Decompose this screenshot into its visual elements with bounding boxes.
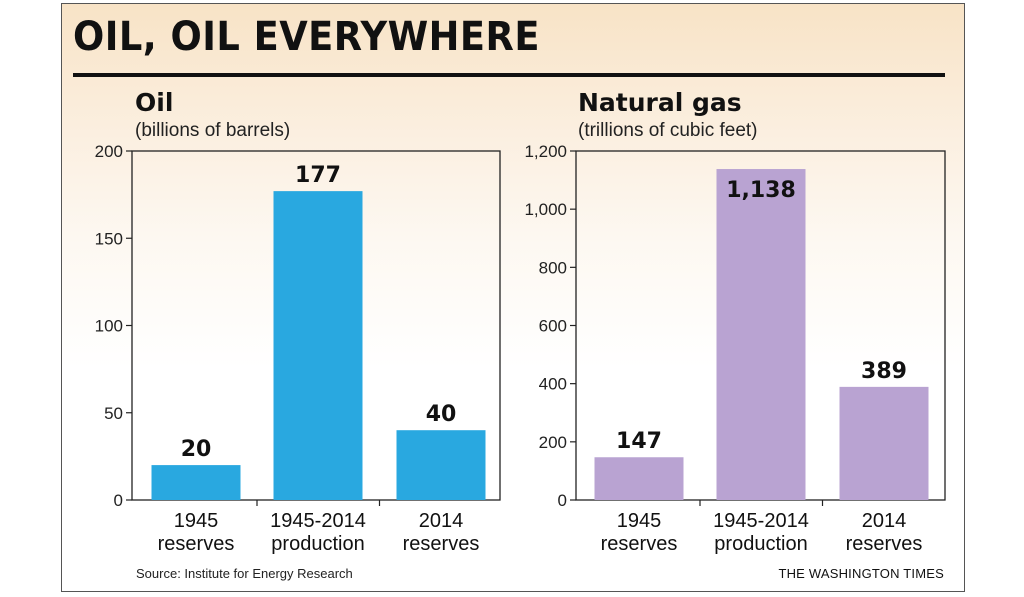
gas-chart: 02004006008001,0001,2001471945reserves1,… — [524, 142, 946, 555]
source-note: Source: Institute for Energy Research — [136, 566, 353, 581]
oil-category-label: 1945 — [174, 510, 219, 532]
gas-bar — [839, 386, 929, 500]
gas-category-label: production — [714, 533, 807, 555]
oil-y-tick-label: 100 — [95, 317, 123, 336]
gas-category-label: 1945 — [617, 510, 662, 532]
gas-y-tick-label: 1,000 — [524, 200, 567, 219]
oil-category-label: reserves — [403, 533, 480, 555]
oil-bar — [151, 465, 241, 500]
oil-y-tick-label: 0 — [114, 491, 123, 510]
publisher-credit: THE WASHINGTON TIMES — [778, 566, 944, 581]
gas-category-label: 1945-2014 — [713, 510, 809, 532]
gas-category-label: reserves — [601, 533, 678, 555]
oil-panel-subtitle: (billions of barrels) — [135, 120, 291, 141]
gas-category-label: reserves — [846, 533, 923, 555]
gas-y-tick-label: 200 — [539, 433, 567, 452]
oil-value-label: 20 — [181, 437, 212, 462]
gas-value-label: 1,138 — [726, 178, 796, 203]
gas-category-label: 2014 — [862, 510, 907, 532]
gas-y-tick-label: 800 — [539, 258, 567, 277]
gas-panel-title: Natural gas — [578, 88, 742, 117]
oil-category-label: production — [271, 533, 364, 555]
oil-bar — [396, 430, 486, 500]
gas-value-label: 147 — [616, 429, 662, 454]
oil-y-tick-label: 50 — [104, 404, 123, 423]
gas-y-tick-label: 0 — [558, 491, 567, 510]
oil-y-tick-label: 200 — [95, 142, 123, 161]
gas-value-label: 389 — [861, 359, 907, 384]
gas-bar — [594, 457, 684, 500]
oil-y-tick-label: 150 — [95, 229, 123, 248]
gas-bar — [716, 169, 806, 500]
oil-chart: 050100150200201945reserves1771945-2014pr… — [95, 142, 501, 555]
gas-panel-subtitle: (trillions of cubic feet) — [578, 120, 758, 141]
oil-value-label: 40 — [426, 402, 457, 427]
oil-category-label: 2014 — [419, 510, 464, 532]
gas-y-tick-label: 400 — [539, 375, 567, 394]
oil-panel-title: Oil — [135, 88, 174, 117]
gas-y-tick-label: 600 — [539, 317, 567, 336]
oil-category-label: 1945-2014 — [270, 510, 366, 532]
main-title: OIL, OIL EVERYWHERE — [73, 14, 540, 60]
oil-value-label: 177 — [295, 163, 341, 188]
oil-bar — [273, 191, 363, 500]
title-rule — [73, 73, 945, 77]
oil-category-label: reserves — [158, 533, 235, 555]
gas-y-tick-label: 1,200 — [524, 142, 567, 161]
